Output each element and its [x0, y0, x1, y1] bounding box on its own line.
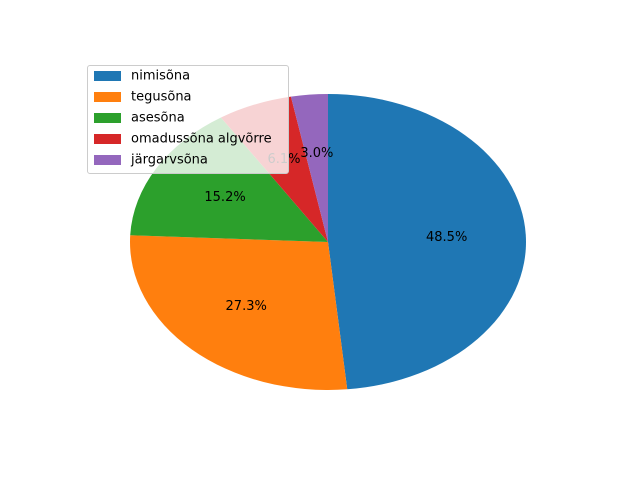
pie-label-3: 15.2%	[204, 190, 245, 205]
legend-label-4: omadussõna algvõrre	[131, 132, 272, 147]
legend-label-5: järgarvsõna	[130, 153, 208, 168]
legend-frame	[87, 65, 289, 174]
legend-swatch-3	[94, 113, 121, 123]
legend: nimisõna tegusõna asesõna omadussõna algvõr…	[87, 65, 289, 174]
legend-swatch-1	[94, 71, 121, 81]
pie-slice-5	[290, 94, 328, 242]
pie-label-2: 27.3%	[226, 299, 267, 314]
pie-slice-2	[129, 235, 348, 390]
legend-swatch-2	[94, 92, 121, 102]
legend-label-3: asesõna	[131, 111, 185, 126]
legend-entries: nimisõna tegusõna asesõna omadussõna algvõr…	[94, 69, 272, 168]
legend-swatch-4	[94, 134, 121, 144]
legend-label-2: tegusõna	[131, 90, 192, 105]
pie-label-1: 48.5%	[426, 230, 467, 245]
pie-label-5: 3.0%	[300, 146, 333, 161]
legend-swatch-5	[94, 155, 121, 165]
pie-slice-1	[328, 94, 526, 390]
legend-label-1: nimisõna	[131, 69, 190, 84]
